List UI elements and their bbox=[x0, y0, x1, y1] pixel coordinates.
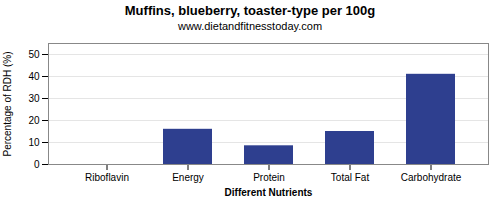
svg-text:0: 0 bbox=[34, 159, 40, 170]
svg-text:Different Nutrients: Different Nutrients bbox=[225, 187, 313, 198]
svg-text:20: 20 bbox=[28, 115, 40, 126]
html-text:www.dietandfitnesstoday.com: www.dietandfitnesstoday.com bbox=[178, 20, 322, 32]
svg-text:Percentage of RDH (%): Percentage of RDH (%) bbox=[2, 51, 13, 156]
svg-text:50: 50 bbox=[28, 49, 40, 60]
svg-text:Carbohydrate: Carbohydrate bbox=[401, 172, 462, 183]
svg-text:40: 40 bbox=[28, 71, 40, 82]
svg-text:10: 10 bbox=[28, 137, 40, 148]
svg-text:30: 30 bbox=[28, 93, 40, 104]
svg-text:Total Fat: Total Fat bbox=[331, 172, 370, 183]
html-text:Muffins, blueberry, toaster-ty: Muffins, blueberry, toaster-type per 100… bbox=[124, 3, 376, 18]
svg-text:Energy: Energy bbox=[172, 172, 204, 183]
svg-text:Protein: Protein bbox=[253, 172, 285, 183]
svg-text:Riboflavin: Riboflavin bbox=[85, 172, 129, 183]
